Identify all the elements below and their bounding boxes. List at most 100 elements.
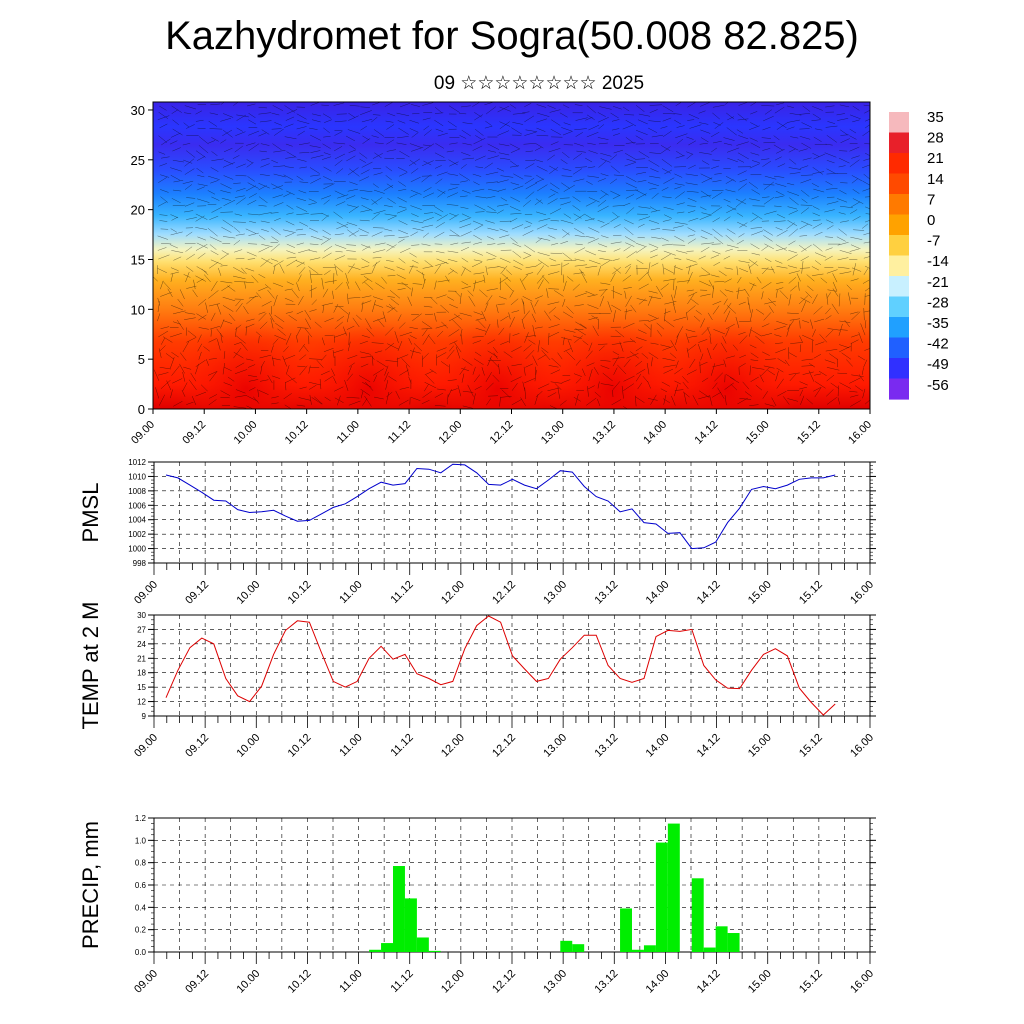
- wind-barb: [334, 120, 347, 123]
- wind-barb: [802, 371, 814, 375]
- wind-barb: [647, 295, 653, 306]
- wind-barb: [597, 318, 599, 330]
- wind-barb: [864, 348, 870, 351]
- wind-barb: [160, 174, 170, 178]
- wind-barb: [344, 380, 349, 391]
- wind-barb: [837, 198, 848, 203]
- wind-barb: [167, 288, 173, 298]
- wind-barb: [747, 296, 749, 306]
- wind-barb: [493, 346, 498, 354]
- wind-barb: [612, 258, 620, 261]
- wind-barb: [513, 266, 522, 270]
- wind-barb: [765, 358, 776, 360]
- wind-barb: [724, 310, 731, 323]
- wind-barb: [575, 166, 588, 168]
- wind-barb: [585, 201, 596, 207]
- wind-barb: [656, 322, 665, 330]
- wind-barb: [813, 387, 821, 392]
- wind-barb: [299, 181, 309, 184]
- wind-barb: [310, 150, 321, 153]
- wind-barb: [851, 201, 861, 208]
- wind-barb: [509, 290, 515, 298]
- wind-barb: [387, 307, 396, 313]
- wind-barb: [840, 129, 849, 136]
- x-tick-label: 15.12: [795, 419, 823, 447]
- wind-barb: [751, 212, 763, 220]
- wind-barb: [763, 115, 774, 122]
- x-tick-label: 11.12: [388, 732, 415, 759]
- wind-barb: [775, 370, 779, 382]
- wind-barb: [572, 335, 582, 339]
- wind-barb: [536, 174, 544, 180]
- wind-barb: [241, 267, 247, 275]
- wind-barb: [371, 135, 379, 138]
- wind-barb: [359, 190, 373, 193]
- wind-barb: [372, 257, 382, 259]
- wind-barb: [412, 259, 419, 264]
- wind-barb: [510, 104, 517, 109]
- wind-barb: [524, 244, 536, 253]
- wind-barb: [588, 342, 593, 352]
- wind-barb: [712, 104, 725, 108]
- wind-barb: [362, 138, 371, 144]
- wind-barb: [829, 353, 839, 360]
- wind-barb: [472, 188, 485, 192]
- wind-barb: [422, 192, 435, 198]
- wind-barb: [236, 197, 246, 205]
- wind-barb: [160, 291, 172, 297]
- wind-barb: [322, 229, 331, 236]
- wind-barb: [321, 214, 329, 222]
- wind-barb: [179, 289, 185, 300]
- wind-barb: [436, 171, 448, 176]
- wind-barb: [284, 297, 294, 302]
- wind-barb: [453, 313, 463, 320]
- wind-barb: [448, 329, 460, 337]
- wind-barb: [650, 209, 661, 213]
- wind-barb: [159, 189, 169, 193]
- wind-barb: [447, 379, 457, 381]
- wind-barb: [298, 267, 306, 275]
- wind-barb: [749, 125, 760, 130]
- wind-barb: [196, 278, 204, 283]
- y-tick-label: 998: [133, 559, 147, 568]
- wind-barb: [852, 263, 857, 276]
- wind-barb: [267, 375, 273, 384]
- wind-barb: [233, 275, 246, 280]
- wind-barb: [320, 370, 330, 376]
- chart-subtitle: 09 ☆☆☆☆☆☆☆☆ 2025: [433, 73, 645, 94]
- wind-barb: [473, 374, 481, 383]
- wind-barb: [637, 119, 648, 125]
- wind-barb: [461, 257, 469, 263]
- wind-barb: [586, 397, 597, 406]
- wind-barb: [682, 376, 689, 384]
- precip-bar: [667, 823, 680, 952]
- wind-barb: [324, 375, 334, 382]
- wind-barb: [208, 358, 217, 360]
- wind-barb: [222, 219, 234, 228]
- wind-barb: [535, 295, 543, 300]
- wind-barb: [664, 301, 677, 305]
- wind-barb: [860, 323, 866, 336]
- wind-barb: [637, 223, 645, 228]
- wind-barb: [676, 150, 685, 157]
- wind-barb: [181, 390, 186, 397]
- wind-barb: [820, 277, 828, 284]
- wind-barb: [258, 273, 266, 279]
- wind-barb: [321, 337, 325, 346]
- wind-barb: [235, 389, 246, 394]
- wind-barb: [283, 346, 289, 353]
- wind-barb: [449, 268, 458, 274]
- wind-barb: [725, 327, 730, 337]
- wind-barb: [525, 191, 535, 200]
- wind-barb: [183, 274, 191, 278]
- wind-barb: [158, 348, 162, 358]
- wind-barb: [297, 274, 302, 282]
- wind-barb: [788, 294, 792, 306]
- y-tick-label: 15: [131, 252, 145, 267]
- wind-barb: [524, 177, 535, 185]
- wind-barb: [396, 112, 410, 117]
- wind-barb: [500, 396, 512, 398]
- x-tick-label: 09.00: [132, 579, 160, 607]
- wind-barb: [863, 232, 870, 236]
- wind-barb: [309, 358, 322, 360]
